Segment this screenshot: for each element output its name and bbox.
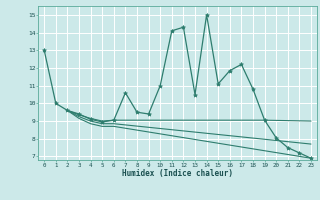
X-axis label: Humidex (Indice chaleur): Humidex (Indice chaleur) [122,169,233,178]
